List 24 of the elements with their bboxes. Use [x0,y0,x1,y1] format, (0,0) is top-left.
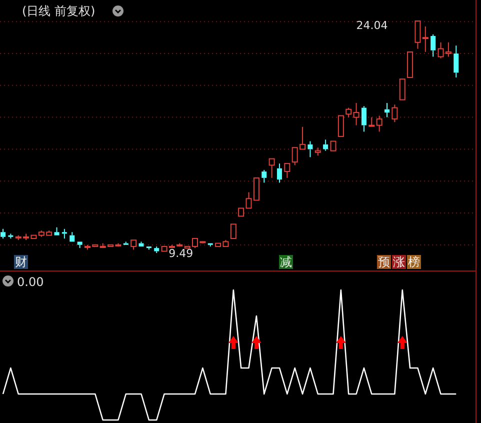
candlestick [422,26,428,52]
text: 榜 [408,255,420,269]
text: 财 [15,255,27,269]
candlestick [0,228,6,239]
text: 预 [378,255,390,269]
candlestick [353,102,360,126]
candlestick [454,45,459,78]
candlestick [154,246,160,254]
candlestick [323,139,328,152]
annotation: 9.49 [168,247,194,260]
candlestick [430,34,436,58]
candlestick [262,169,267,184]
candlestick [308,140,313,158]
text: 减 [280,255,292,269]
candlestick [361,106,366,132]
chart-title: 0.00 [17,275,44,289]
candlestick [346,107,352,118]
text: 涨 [393,255,405,269]
candlestick [384,102,390,118]
candlestick [8,233,14,239]
candlestick [62,228,67,239]
annotation: 24.04 [356,19,388,32]
candlestick [276,163,282,184]
chart-title: (日线 前复权) [22,4,96,18]
